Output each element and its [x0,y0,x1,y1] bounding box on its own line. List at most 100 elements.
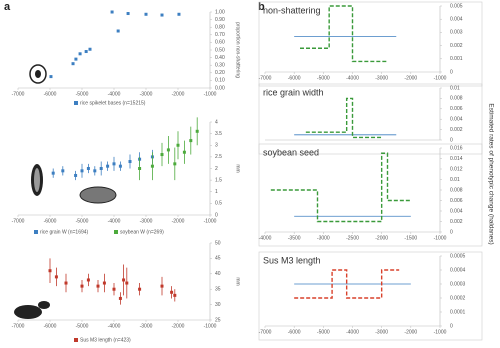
x-tick-label: -1500 [404,235,417,241]
point [49,75,53,79]
plot-frame [258,143,483,247]
x-tick-label: -5000 [76,323,89,329]
y-tick-label: 0.20 [215,70,225,76]
plot-frame [258,251,483,341]
y-tick-label: 0.10 [215,78,225,84]
point [118,296,122,300]
y-tick-label: 2.5 [215,154,222,160]
x-tick-label: -7000 [259,75,272,81]
point [189,139,193,143]
y-tick-label: 0.005 [450,3,463,9]
y-tick-label: 30 [215,302,221,308]
point [51,171,55,175]
point [64,281,68,285]
y-tick-label: 0.004 [450,17,463,23]
x-tick-label: -7000 [12,218,25,224]
y-tick-label: 0 [450,229,453,235]
y-tick-label: 0 [450,137,453,143]
x-tick-label: -2000 [172,218,185,224]
x-tick-label: -3000 [140,91,153,97]
y-tick-label: 0.0002 [450,295,466,301]
point [61,169,65,173]
y-tick-label: 0.40 [215,55,225,61]
x-tick-label: -4000 [108,218,121,224]
y-tick-label: 45 [215,256,221,262]
point [160,13,164,17]
point [112,287,116,291]
point [182,150,186,154]
point [128,160,132,164]
point [170,290,174,294]
point [116,29,120,33]
x-tick-label: -5000 [76,218,89,224]
x-tick-label: -6000 [44,91,57,97]
x-tick-label: -6000 [288,75,301,81]
y-tick-label: 0.002 [450,219,463,225]
x-tick-label: -1000 [204,91,217,97]
x-tick-label: -3000 [317,235,330,241]
x-tick-label: -7000 [12,323,25,329]
point [93,169,97,173]
point [110,10,114,14]
y-tick-label: 0.01 [450,177,460,183]
legend-marker [74,101,78,105]
y-tick-label: 0.004 [450,208,463,214]
y-tick-label: 35 [215,287,221,293]
y-tick-label: 0.014 [450,156,463,162]
y-tick-label: 0.002 [450,127,463,133]
y-tick-label: 0.0003 [450,281,466,287]
y-tick-label: 0.008 [450,187,463,193]
point [54,275,58,279]
y-tick-label: 3 [215,143,218,149]
point [71,62,75,66]
icons [14,64,117,319]
point [125,281,129,285]
x-tick-label: -1000 [434,235,447,241]
point [173,162,177,166]
point [126,12,130,16]
y-tick-label: 0.50 [215,47,225,53]
y-tick-label: 0.002 [450,43,463,49]
y-tick-label: 0.80 [215,25,225,31]
panel-label: a [4,1,11,13]
x-tick-label: -2000 [404,329,417,335]
point [144,12,148,16]
y-tick-label: 0.004 [450,117,463,123]
chart-title: rice grain width [263,87,324,97]
y-tick-label: 0.90 [215,17,225,23]
x-tick-label: -4000 [108,323,121,329]
legend-marker [74,338,78,342]
y-tick-label: 0 [215,212,218,218]
x-tick-label: -5000 [317,75,330,81]
x-tick-label: -3500 [288,235,301,241]
y-tick-label: 0.0001 [450,309,466,315]
y-tick-label: 0.006 [450,106,463,112]
plot-frame [258,1,483,87]
x-tick-label: -5000 [317,329,330,335]
chart-title: soybean seed [263,147,319,157]
y-tick-label: 50 [215,240,221,246]
y-tick-label: 0 [450,323,453,329]
legend-label: rice spikelet bases (n=15215) [80,100,146,106]
y-tick-label: 25 [215,317,221,323]
legend-label: rice grain W (n=1694) [40,229,89,235]
step-line [294,269,400,299]
point [138,167,142,170]
y-tick-label: 0.006 [450,198,463,204]
point [88,47,92,51]
x-tick-label: -7000 [12,91,25,97]
shared-y-label: Estimated rates of phenotypic change (ha… [487,103,494,244]
x-tick-label: -4000 [346,75,359,81]
legend-marker [34,230,38,234]
x-tick-label: -1000 [434,329,447,335]
point [160,153,164,157]
y-tick-label: 2 [215,166,218,172]
point [86,167,90,170]
x-tick-label: -4000 [108,91,121,97]
x-tick-label: -2500 [346,235,359,241]
point [80,284,84,288]
plot-frame [258,83,483,155]
point [177,12,181,16]
y-tick-label: 0.003 [450,30,463,36]
